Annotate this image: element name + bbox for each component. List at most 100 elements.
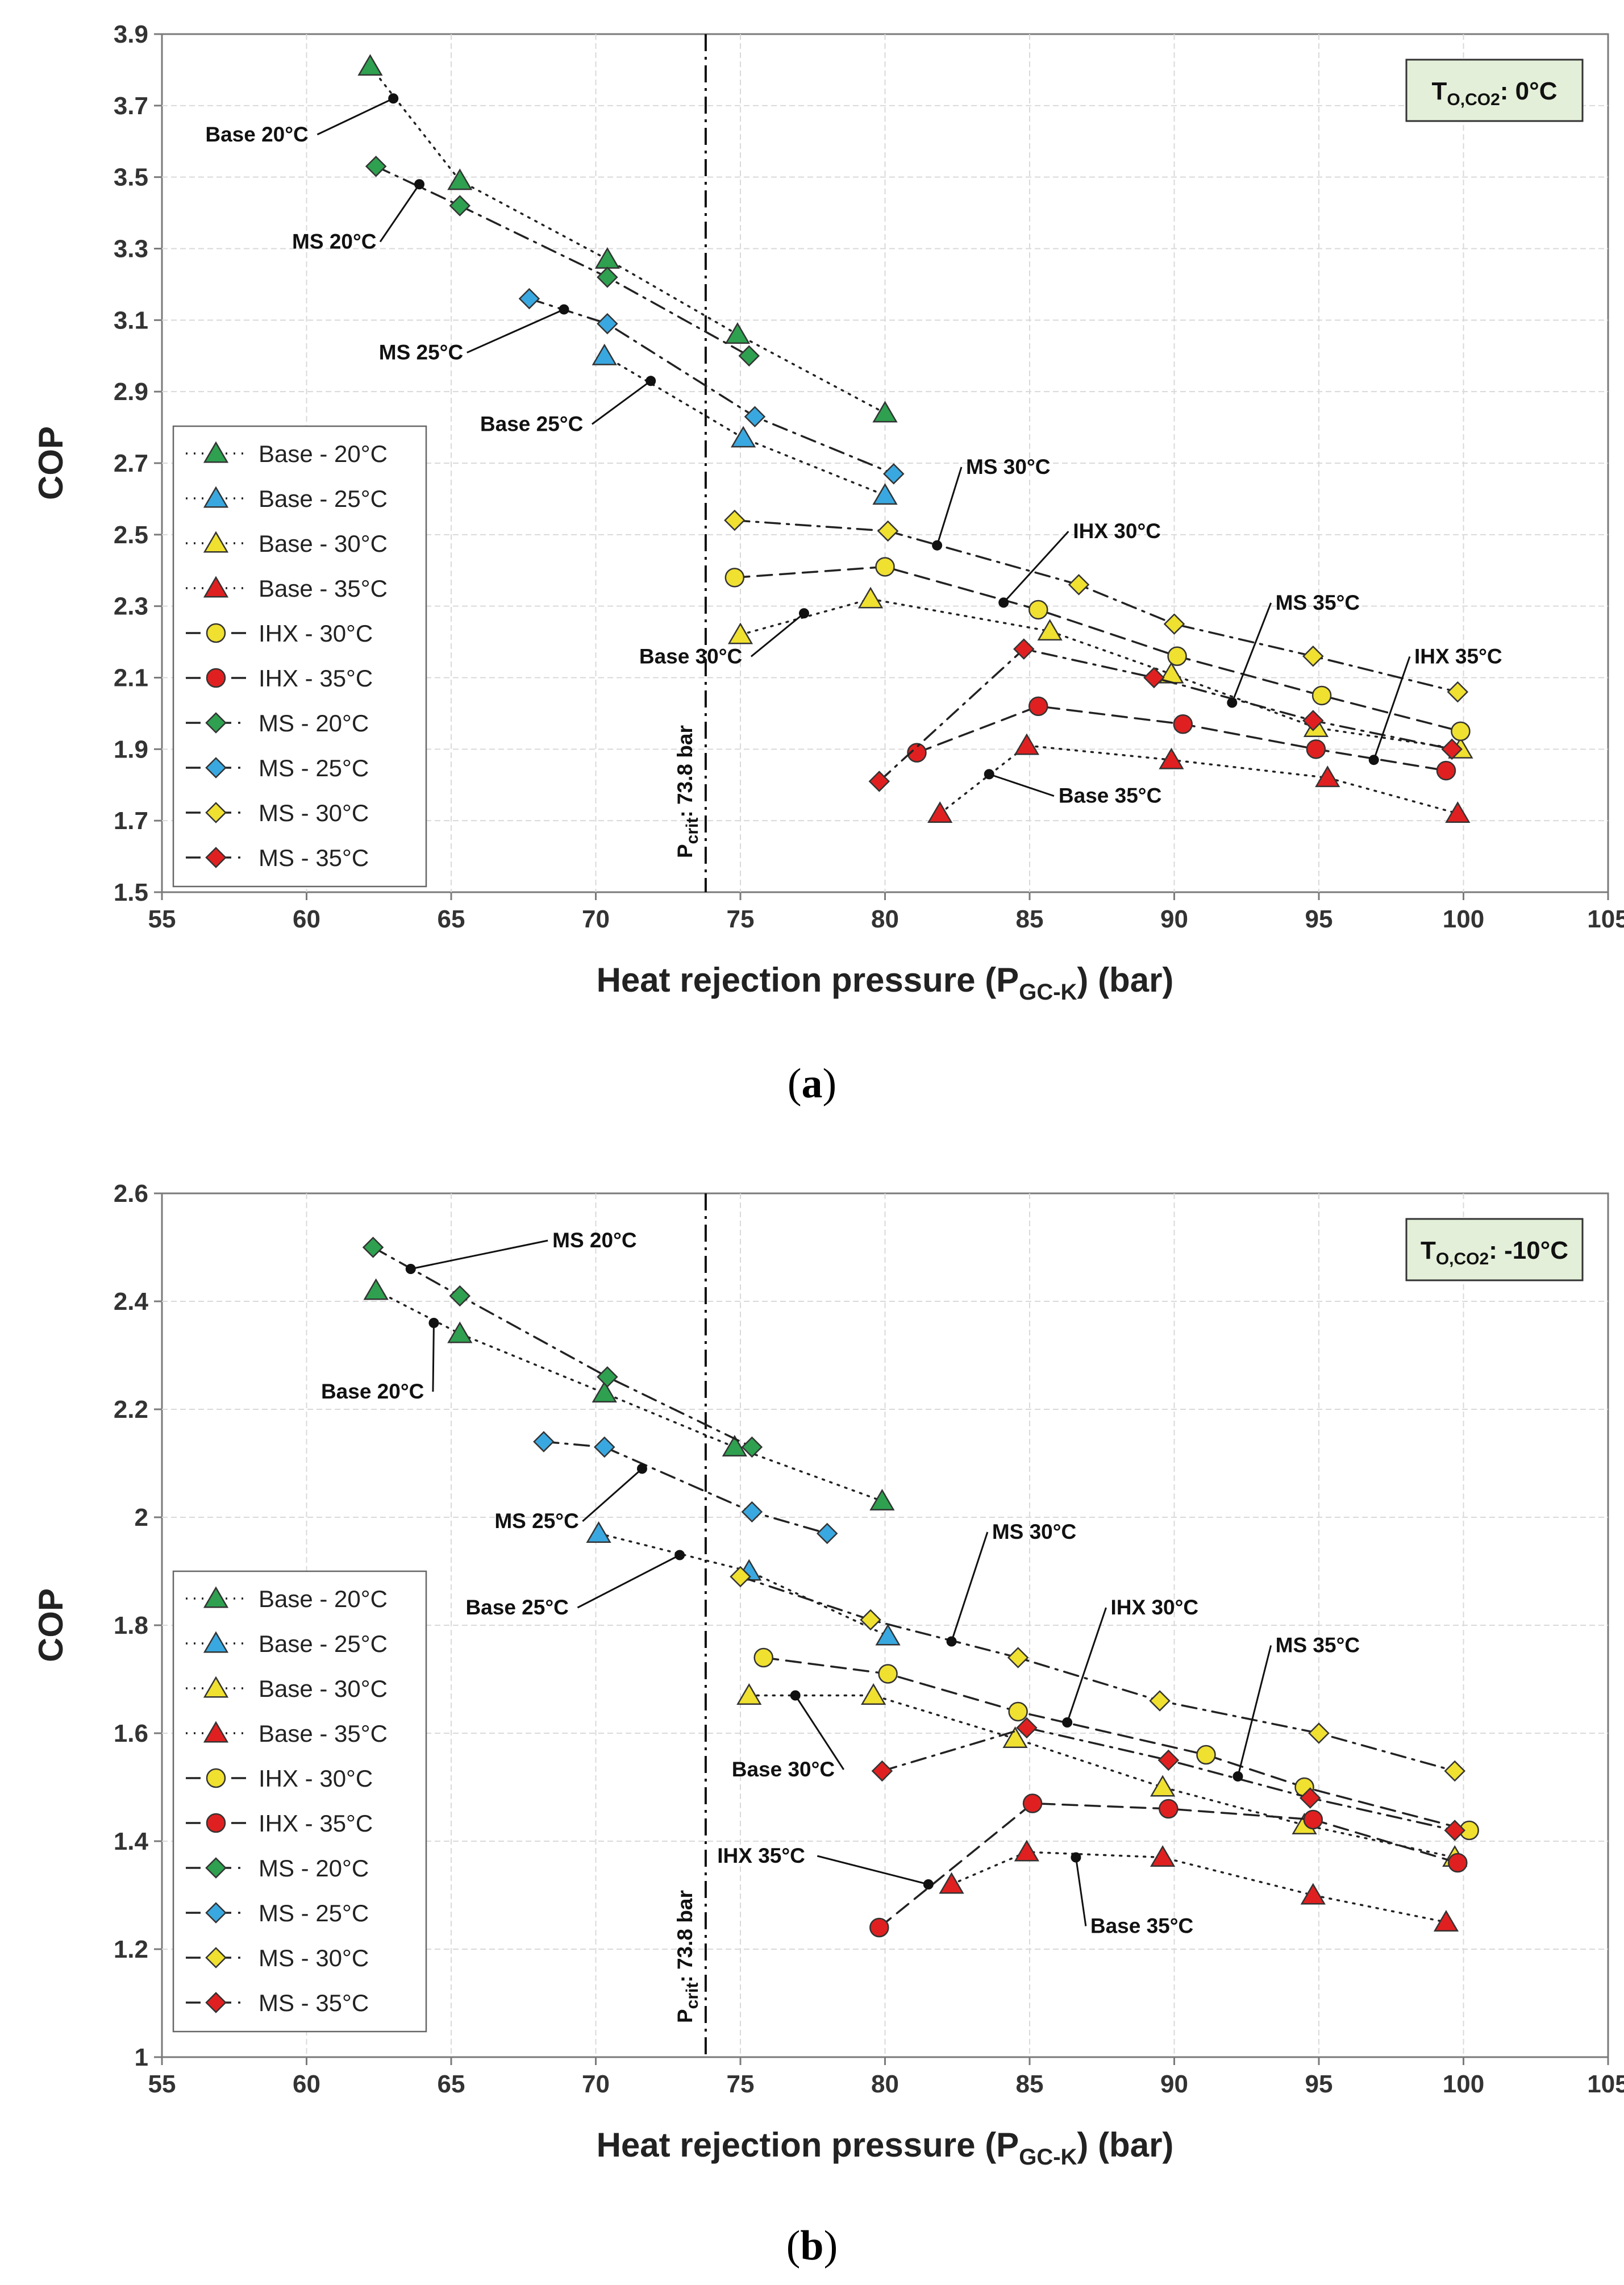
data-point [1444, 1820, 1465, 1841]
annotation-dot [946, 1636, 957, 1647]
legend: Base - 20°C Base - 25°C Base - 30°C Base - … [172, 425, 427, 888]
data-point [1299, 1787, 1321, 1809]
legend-marker [205, 1857, 227, 1879]
data-point [883, 463, 905, 485]
annotation-label: MS 20°C [552, 1229, 636, 1252]
data-point [1028, 696, 1048, 717]
data-point [1436, 760, 1456, 781]
series-line [734, 519, 1459, 693]
series-line [748, 1694, 1456, 1859]
data-point [597, 1366, 618, 1388]
condition-subscript: O,CO2 [1436, 1250, 1489, 1268]
annotation-base-20c: Base 20°C [321, 1318, 439, 1403]
data-point [878, 1664, 898, 1684]
condition-box-frame [1405, 1218, 1584, 1281]
data-point [1444, 1760, 1465, 1782]
data-point [592, 1381, 617, 1402]
caption-a-close: ) [822, 1060, 837, 1107]
x-tick-label: 85 [1016, 2070, 1044, 2098]
x-axis-title-subscript: GC-K [1019, 980, 1077, 1005]
annotation-leader [432, 1322, 435, 1392]
series-ms-35c [868, 638, 1463, 792]
legend-label: IHX - 35°C [259, 1810, 373, 1837]
x-tick-label: 85 [1016, 905, 1044, 933]
legend-label: MS - 35°C [259, 844, 369, 871]
annotation-leader [582, 1468, 643, 1522]
legend-label: IHX - 30°C [259, 620, 373, 647]
caption-a: (a) [0, 1060, 1624, 1108]
annotation-label: MS 35°C [1276, 591, 1360, 614]
legend-label: MS - 35°C [259, 1990, 369, 2016]
data-point [872, 401, 898, 423]
data-point [1150, 1775, 1176, 1797]
y-tick-label: 2.2 [114, 1396, 148, 1424]
legend-marker [206, 668, 226, 688]
legend-label: IHX - 35°C [259, 665, 373, 692]
legend-label: Base - 35°C [259, 1720, 388, 1747]
series-line [734, 565, 1462, 732]
caption-a-letter: a [801, 1060, 823, 1107]
data-point [736, 1683, 762, 1705]
legend-label: MS - 20°C [259, 1855, 369, 1882]
data-point [1014, 1839, 1040, 1862]
pcrit-label-main: P [673, 844, 697, 858]
data-point [1016, 1717, 1038, 1739]
data-point [730, 1566, 751, 1588]
data-point [1311, 685, 1332, 706]
pcrit-label-main: P [673, 2009, 697, 2023]
legend-label: Base - 35°C [259, 575, 388, 602]
data-point [592, 343, 617, 365]
legend-entry-ms-25c: MS - 25°C [186, 755, 369, 781]
legend-marker [205, 757, 227, 779]
legend-entry-ms-30c: MS - 30°C [186, 800, 369, 826]
annotation-dot [1227, 697, 1238, 708]
annotation-leader [936, 467, 963, 546]
data-point [738, 345, 760, 367]
condition-value: : 0°C [1500, 77, 1558, 105]
series-base-35c [927, 733, 1471, 823]
y-tick-label: 1.7 [114, 807, 148, 835]
data-point [533, 1431, 555, 1452]
legend-entry-ihx-30c: IHX - 30°C [186, 620, 373, 647]
data-point [1445, 801, 1471, 823]
annotation-ms-20c: MS 20°C [405, 1229, 637, 1274]
annotation-label: Base 30°C [639, 644, 742, 668]
data-point [730, 426, 756, 448]
data-point [1150, 1845, 1176, 1867]
data-point [1447, 681, 1469, 703]
series-base-20c [357, 54, 898, 423]
annotation-leader [1237, 1645, 1272, 1777]
annotation-dot [1062, 1717, 1073, 1728]
annotation-base-25c: Base 25°C [465, 1550, 685, 1619]
legend-entry-base-30c: Base - 30°C [186, 530, 388, 557]
data-point [597, 313, 618, 335]
annotation-label: IHX 35°C [1414, 644, 1502, 668]
annotation-label: IHX 30°C [1111, 1596, 1199, 1619]
x-tick-label: 80 [871, 905, 899, 933]
legend-entry-base-35c: Base - 35°C [186, 1720, 388, 1747]
legend-marker [206, 1813, 226, 1833]
data-point [868, 771, 890, 792]
annotation-leader [1231, 602, 1272, 704]
x-tick-label: 70 [582, 2070, 610, 2098]
series-line [762, 1656, 1471, 1832]
annotation-dot [1232, 1771, 1243, 1782]
annotation-ihx-30c: IHX 30°C [1062, 1596, 1198, 1728]
annotation-ihx-35c: IHX 35°C [1368, 644, 1502, 765]
annotation-ihx-35c: IHX 35°C [717, 1844, 934, 1889]
condition-box-label: TO,CO2: 0°C [1432, 77, 1558, 109]
annotation-label: Base 30°C [732, 1758, 835, 1781]
data-point [939, 1872, 964, 1894]
series-line [881, 1726, 1456, 1832]
chart-panel-b: 55 60 65 70 75 80 85 90 95 100 105 1 1.2 1.4 1.6 1.8 2 2.… [32, 1180, 1624, 2170]
y-tick-label: 1.6 [114, 1720, 148, 1747]
legend-entry-ms-20c: MS - 20°C [186, 1855, 369, 1882]
legend-entry-ms-20c: MS - 20°C [186, 710, 369, 736]
data-point [1308, 1722, 1330, 1744]
annotation-label: IHX 35°C [717, 1844, 805, 1867]
condition-value: : -10°C [1489, 1237, 1568, 1264]
data-point [1196, 1745, 1216, 1765]
data-point [357, 54, 383, 76]
x-tick-label: 100 [1443, 905, 1484, 933]
data-point [1159, 747, 1184, 769]
